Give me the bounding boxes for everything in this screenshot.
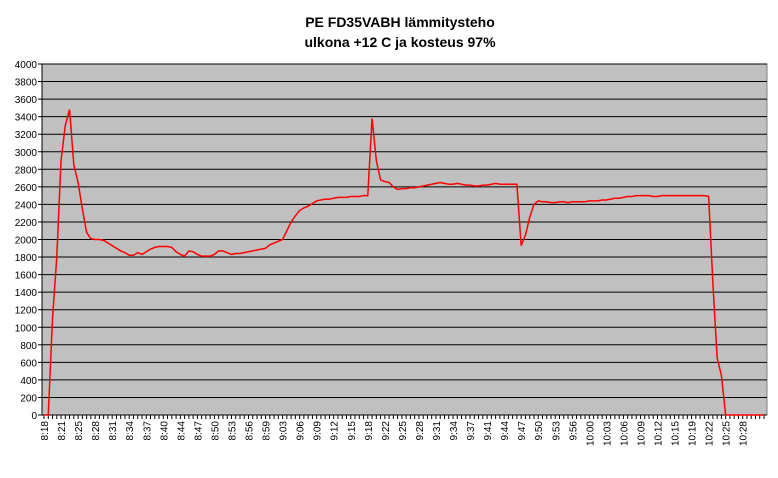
x-tick-label: 10:06 (619, 421, 630, 446)
x-tick-label: 9:44 (500, 421, 511, 441)
x-tick-label: 9:15 (347, 421, 358, 441)
x-tick-label: 10:12 (654, 421, 665, 446)
x-tick-label: 8:31 (108, 421, 119, 441)
y-tick-label: 1200 (15, 306, 38, 317)
x-tick-label: 8:21 (57, 421, 68, 441)
x-tick-label: 8:50 (210, 421, 221, 441)
y-tick-label: 2200 (15, 218, 38, 229)
x-tick-label: 10:28 (739, 421, 750, 446)
chart-title: ulkona +12 C ja kosteus 97% (304, 34, 496, 50)
chart-title: PE FD35VABH lämmitysteho (305, 14, 495, 30)
x-tick-label: 8:25 (74, 421, 85, 441)
y-tick-label: 3000 (15, 148, 38, 159)
x-tick-label: 9:03 (279, 421, 290, 441)
x-tick-label: 10:25 (722, 421, 733, 446)
x-tick-label: 9:34 (449, 421, 460, 441)
x-tick-label: 10:09 (636, 421, 647, 446)
x-tick-label: 8:40 (159, 421, 170, 441)
x-tick-label: 9:18 (364, 421, 375, 441)
y-tick-label: 800 (20, 341, 37, 352)
x-tick-label: 8:59 (262, 421, 273, 441)
x-tick-label: 8:37 (142, 421, 153, 441)
x-tick-label: 8:44 (176, 421, 187, 441)
x-tick-label: 8:53 (227, 421, 238, 441)
x-tick-label: 9:31 (432, 421, 443, 441)
x-tick-label: 9:28 (415, 421, 426, 441)
y-tick-label: 600 (20, 358, 37, 369)
y-tick-label: 3800 (15, 78, 38, 89)
y-tick-label: 3400 (15, 113, 38, 124)
y-tick-label: 3600 (15, 95, 38, 106)
y-tick-label: 3200 (15, 130, 38, 141)
y-tick-label: 200 (20, 393, 37, 404)
x-tick-label: 9:22 (381, 421, 392, 441)
x-tick-label: 10:03 (602, 421, 613, 446)
y-tick-label: 0 (31, 411, 37, 422)
x-tick-label: 9:53 (551, 421, 562, 441)
x-tick-label: 8:47 (193, 421, 204, 441)
x-tick-label: 9:09 (313, 421, 324, 441)
y-tick-label: 400 (20, 376, 37, 387)
x-tick-label: 9:37 (466, 421, 477, 441)
x-tick-label: 9:25 (398, 421, 409, 441)
y-tick-label: 2600 (15, 183, 38, 194)
x-tick-label: 8:34 (125, 421, 136, 441)
x-tick-label: 8:28 (91, 421, 102, 441)
y-tick-label: 2400 (15, 200, 38, 211)
x-tick-label: 10:00 (585, 421, 596, 446)
x-tick-label: 9:50 (534, 421, 545, 441)
y-tick-label: 1400 (15, 288, 38, 299)
x-tick-label: 9:41 (483, 421, 494, 441)
y-tick-label: 2000 (15, 236, 38, 247)
data-line (44, 109, 765, 416)
x-tick-label: 10:22 (705, 421, 716, 446)
y-tick-label: 1600 (15, 271, 38, 282)
y-tick-label: 2800 (15, 165, 38, 176)
x-tick-label: 9:12 (330, 421, 341, 441)
x-tick-label: 9:47 (517, 421, 528, 441)
x-tick-label: 8:56 (245, 421, 256, 441)
y-tick-label: 1800 (15, 253, 38, 264)
x-tick-label: 10:19 (688, 421, 699, 446)
y-tick-label: 1000 (15, 323, 38, 334)
x-tick-label: 8:18 (40, 421, 51, 441)
x-tick-label: 10:15 (671, 421, 682, 446)
x-tick-label: 9:56 (568, 421, 579, 441)
x-tick-label: 9:06 (296, 421, 307, 441)
y-tick-label: 4000 (15, 60, 38, 71)
